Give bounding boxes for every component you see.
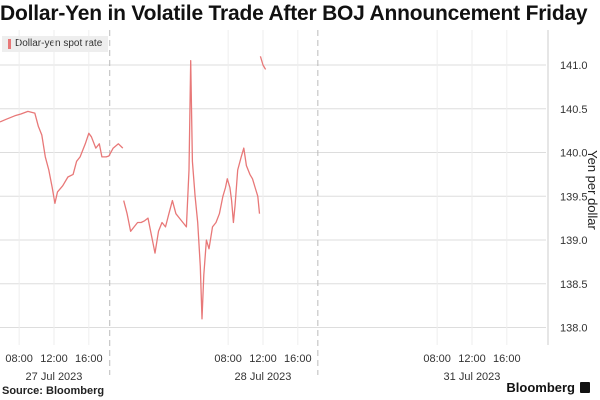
y-tick-label: 139.5 [560,191,588,203]
x-tick-label: 16:00 [75,353,103,365]
x-tick-label: 16:00 [493,353,521,365]
x-tick-label: 12:00 [458,353,486,365]
bloomberg-terminal-icon [580,382,590,393]
y-tick-label: 138.5 [560,279,588,291]
y-tick-label: 141.0 [560,60,588,72]
x-date-label: 28 Jul 2023 [235,371,292,383]
y-axis-label: Yen per dollar [585,150,600,230]
x-tick-label: 08:00 [214,353,242,365]
series-line [123,59,261,320]
legend-swatch [8,39,11,49]
legend: Dollar-yen spot rate [2,36,109,52]
legend-label: Dollar-yen spot rate [15,38,103,49]
source-note: Source: Bloomberg [2,385,105,397]
x-tick-label: 12:00 [249,353,277,365]
brand-logo: Bloomberg [506,380,590,395]
y-tick-label: 138.0 [560,323,588,335]
x-tick-label: 08:00 [5,353,33,365]
series-line [259,56,267,70]
y-tick-label: 140.5 [560,104,588,116]
x-tick-label: 08:00 [423,353,451,365]
x-tick-label: 16:00 [284,353,312,365]
y-tick-label: 140.0 [560,148,588,160]
x-date-label: 27 Jul 2023 [26,371,83,383]
brand-text: Bloomberg [506,380,575,395]
y-tick-label: 139.0 [560,235,588,247]
x-date-label: 31 Jul 2023 [444,371,501,383]
series-line [0,110,124,204]
x-tick-label: 12:00 [40,353,68,365]
chart-title: Dollar-Yen in Volatile Trade After BOJ A… [0,2,588,25]
